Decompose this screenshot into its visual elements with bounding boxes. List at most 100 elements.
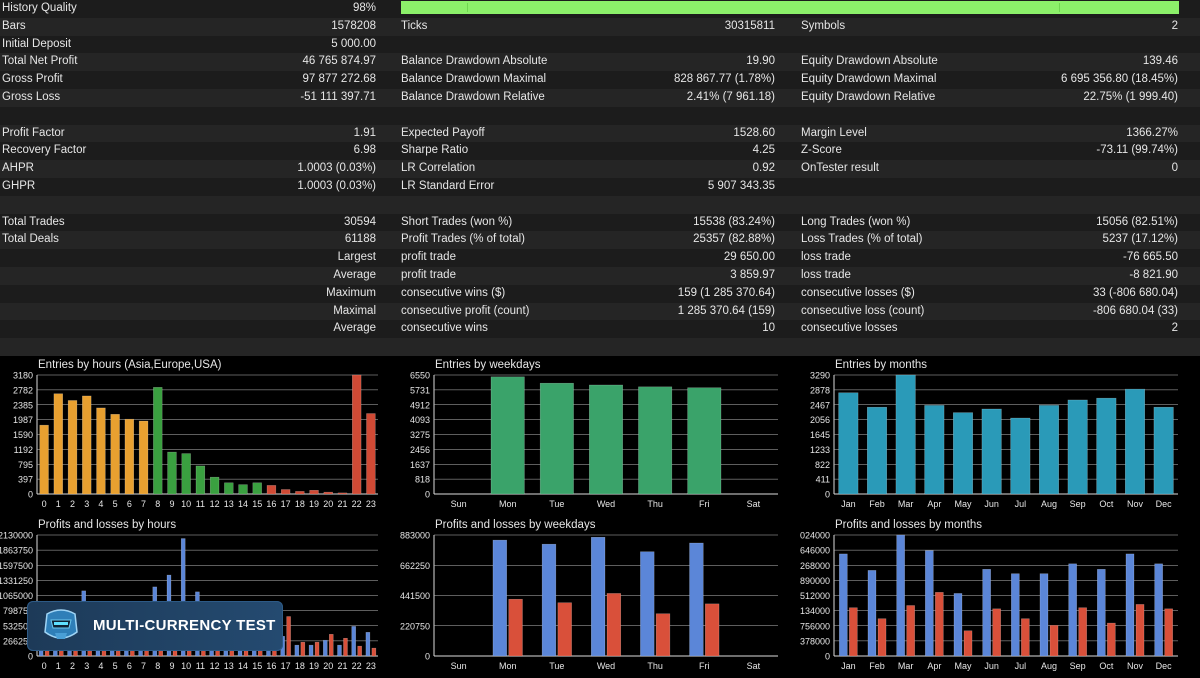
loss-bar	[1164, 608, 1173, 657]
stat-value: 159 (1 285 370.64)	[677, 286, 775, 299]
loss-bar	[1049, 625, 1059, 657]
stat-label: Balance Drawdown Maximal	[401, 73, 547, 86]
chart-4: Profits and losses by weekdays 0 5220750 10…	[390, 518, 780, 675]
stats-row: Gross Profit 97 877 272.68 Balance Drawdow…	[0, 71, 1200, 89]
y-tick-label: 2385	[13, 400, 33, 410]
x-tick-label: 21	[337, 661, 347, 671]
badge-label: MULTI-CURRENCY TEST	[93, 617, 276, 634]
loss-bar	[286, 616, 291, 657]
chart-svg: 0 1378000 2756000 4134000 5512000 6890000 8268…	[791, 531, 1178, 671]
multi-currency-badge: MULTI-CURRENCY TEST	[27, 601, 283, 651]
x-tick-label: 12	[210, 661, 220, 671]
x-tick-label: Mar	[898, 499, 914, 509]
x-tick-label: 11	[196, 499, 205, 509]
stat-value: 1 285 370.64 (159)	[677, 304, 775, 317]
y-tick-label: 0	[425, 490, 430, 500]
bar	[309, 490, 319, 495]
x-tick-label: 4	[98, 499, 103, 509]
loss-bar	[1021, 618, 1030, 657]
y-tick-label: 0	[28, 490, 33, 500]
bar	[167, 451, 177, 495]
stat-label: consecutive loss (count)	[801, 304, 925, 317]
stat-label: AHPR	[2, 162, 34, 175]
stats-row-group-label: Largest	[337, 251, 376, 264]
x-tick-label: 15	[252, 499, 262, 509]
stat-value: 1528.60	[733, 126, 775, 139]
report-stats-table: History Quality 98% Bars 1578208 Ticks 3031…	[0, 0, 1200, 356]
stat-label: Loss Trades (% of total)	[801, 233, 923, 246]
chart-0: Entries by hours (Asia,Europe,USA) 0 397 79…	[0, 358, 380, 513]
x-tick-label: 18	[295, 499, 305, 509]
loss-bar	[357, 645, 362, 657]
loss-bar	[314, 641, 320, 657]
bar	[953, 412, 973, 495]
stat-label: profit trade	[401, 268, 456, 281]
y-tick-label: 1233	[810, 445, 830, 455]
x-tick-label: 9	[169, 499, 174, 509]
profit-bar	[492, 539, 507, 657]
chart-1: Entries by weekdays 0 818 1637 2456 3275 4093 4…	[400, 358, 780, 513]
stat-label: loss trade	[801, 251, 851, 264]
stat-value: 97 877 272.68	[302, 73, 376, 86]
y-tick-label: 1987	[13, 415, 33, 425]
stats-row: Gross Loss -51 111 397.71 Balance Drawdown…	[0, 88, 1200, 107]
stat-label: OnTester result	[801, 162, 879, 175]
profit-bar	[689, 542, 704, 657]
stat-value: 5 907 343.35	[707, 179, 775, 192]
x-tick-label: May	[954, 661, 972, 671]
x-tick-label: 7	[141, 499, 146, 509]
stat-label: Equity Drawdown Absolute	[801, 55, 938, 68]
y-tick-label: 2056	[810, 415, 830, 425]
profit-bar	[308, 644, 314, 657]
bar	[195, 465, 206, 495]
bar	[67, 400, 78, 495]
stat-label: Total Trades	[2, 215, 65, 228]
stat-value: 30315811	[724, 19, 775, 32]
bar	[1125, 388, 1145, 495]
bar	[838, 392, 859, 495]
x-tick-label: 2	[70, 499, 75, 509]
y-tick-label: 397	[18, 475, 33, 485]
stat-value: 0	[1171, 162, 1178, 175]
bar	[96, 407, 106, 495]
stat-label: Profit Factor	[2, 126, 65, 139]
stat-value: 33 (-806 680.04)	[1092, 286, 1178, 299]
x-tick-label: 0	[42, 661, 47, 671]
x-tick-label: Aug	[1041, 499, 1057, 509]
stat-label: Initial Deposit	[2, 37, 72, 50]
stat-label: Profit Trades (% of total)	[401, 233, 525, 246]
bar	[337, 492, 348, 495]
chart-5: Profits and losses by months 0 1378000 2756…	[791, 518, 1180, 675]
bar	[138, 420, 149, 495]
stats-row	[0, 195, 1200, 214]
stat-label: Z-Score	[801, 144, 842, 157]
y-tick-label: 5220750	[400, 621, 430, 631]
loss-bar	[508, 598, 523, 657]
stat-value: 5237 (17.12%)	[1102, 233, 1178, 246]
stat-value: 1366.27%	[1126, 126, 1178, 139]
profit-bar	[365, 632, 371, 657]
stat-value: 15056 (82.51%)	[1096, 215, 1178, 228]
chart-3: Profits and losses by hours 0 266250 532500…	[0, 518, 380, 675]
bar	[1096, 397, 1117, 495]
bar	[1010, 417, 1031, 495]
stat-value: 61188	[344, 233, 376, 246]
stat-label: Equity Drawdown Maximal	[801, 73, 937, 86]
y-tick-label: 15662250	[400, 561, 430, 571]
stats-row-group-label: Average	[333, 322, 376, 335]
stat-label: Gross Loss	[2, 90, 61, 103]
bar	[181, 453, 191, 495]
bar	[589, 384, 623, 495]
stat-value: 1578208	[331, 19, 376, 32]
loss-bar	[371, 647, 377, 657]
chart-svg: 0 411 822 1233 1645 2056 2467 2878 3290 Jan Feb Mar…	[810, 371, 1178, 509]
x-tick-label: Oct	[1099, 661, 1114, 671]
x-tick-label: May	[954, 499, 972, 509]
stat-value: 4.25	[752, 144, 775, 157]
x-tick-label: Fri	[699, 499, 710, 509]
y-tick-label: 2456	[410, 445, 430, 455]
stats-row-group-label: Average	[333, 268, 376, 281]
y-tick-label: 1863750	[0, 546, 33, 556]
bar	[1039, 405, 1059, 495]
chart-title: Entries by weekdays	[435, 359, 541, 371]
